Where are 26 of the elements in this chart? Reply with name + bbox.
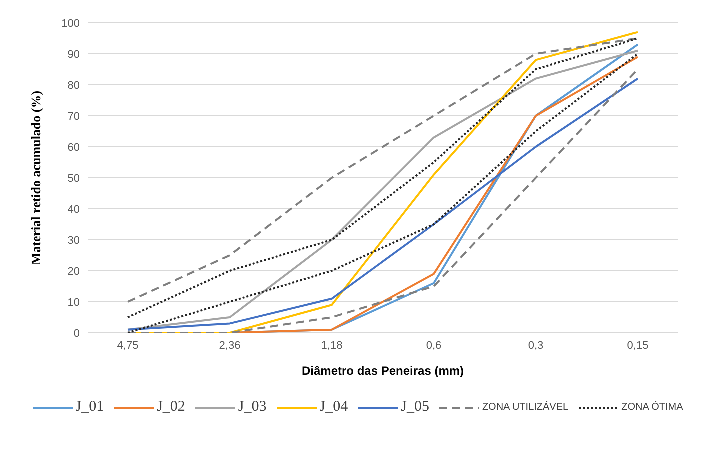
y-tick-label: 100	[62, 18, 80, 30]
x-tick-label: 2,36	[219, 340, 241, 352]
x-tick-label: 0,15	[627, 340, 649, 352]
x-tick-label: 0,3	[528, 340, 544, 352]
legend-label: ZONA UTILIZÁVEL	[482, 402, 569, 413]
legend-label: ZONA ÓTIMA	[622, 402, 684, 413]
y-tick-label: 80	[68, 80, 80, 92]
y-tick-label: 90	[68, 48, 80, 61]
x-tick-label: 1,18	[321, 340, 343, 352]
legend-label: J_04	[320, 399, 348, 416]
legend-label: J_01	[76, 399, 104, 416]
y-tick-label: 10	[68, 296, 80, 309]
y-tick-label: 0	[74, 328, 80, 340]
legend-label: J_02	[157, 399, 186, 416]
x-tick-label: 0,6	[426, 340, 442, 352]
y-axis-title: Material retido acumulado (%)	[28, 90, 44, 266]
legend-label: J_05	[401, 399, 430, 416]
y-tick-label: 60	[68, 142, 80, 154]
y-tick-label: 70	[68, 110, 80, 123]
y-tick-label: 20	[68, 266, 80, 278]
y-tick-label: 30	[68, 234, 80, 247]
legend-label: J_03	[238, 399, 267, 416]
x-tick-label: 4,75	[117, 340, 139, 352]
y-tick-label: 50	[68, 172, 80, 185]
y-tick-label: 40	[68, 204, 80, 216]
x-axis-title: Diâmetro das Peneiras (mm)	[302, 364, 464, 378]
